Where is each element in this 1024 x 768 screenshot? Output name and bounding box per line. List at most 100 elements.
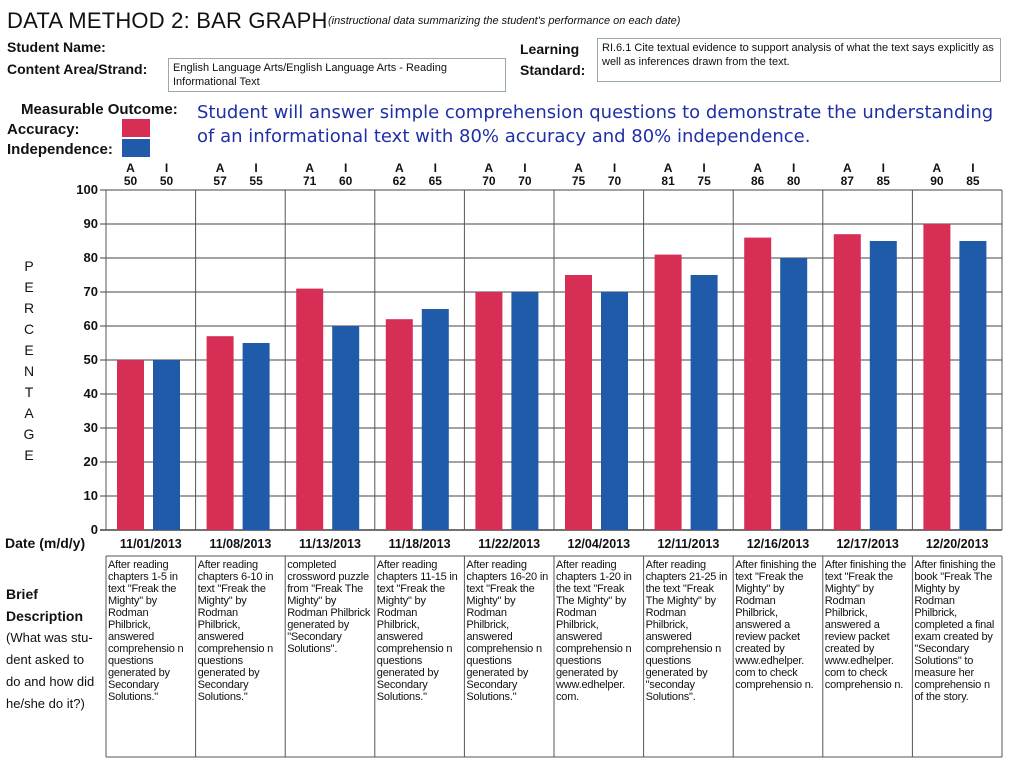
independence-bar (780, 258, 808, 530)
column-header-letter: A (753, 161, 763, 175)
column-header-letter: A (305, 161, 315, 175)
y-axis-label-letter: R (23, 300, 35, 316)
column-header-value: 81 (661, 174, 675, 188)
column-header-letter: I (792, 161, 796, 175)
accuracy-bar (385, 319, 413, 530)
outcome-label: Measurable Outcome: (21, 101, 178, 118)
y-tick-label: 10 (83, 488, 98, 503)
column-header-letter: I (164, 161, 169, 175)
column-header: I 70 (507, 162, 542, 188)
column-header: I 50 (149, 162, 184, 188)
brief-description-line: Description (6, 608, 84, 624)
accuracy-bar (744, 237, 772, 530)
independence-bar (601, 292, 628, 530)
column-header: A 87 (830, 162, 865, 188)
date-label: 12/16/2013 (746, 537, 810, 551)
y-axis-label-letter: A (24, 405, 34, 421)
accuracy-label: Accuracy: (7, 121, 80, 138)
column-header: A 90 (919, 162, 954, 188)
y-tick-label: 0 (90, 522, 98, 537)
column-header-value: 85 (966, 174, 980, 188)
column-header-letter: A (484, 161, 494, 175)
accuracy-bar (565, 275, 592, 530)
accuracy-bar (117, 360, 144, 530)
y-axis-label-letter: E (24, 342, 34, 358)
y-axis-label-letter: P (24, 258, 34, 274)
accuracy-bar (654, 254, 682, 530)
column-header-value: 70 (607, 174, 622, 188)
column-header-letter: I (433, 161, 437, 175)
y-tick-label: 70 (83, 284, 98, 299)
column-header-value: 70 (482, 174, 496, 188)
date-label: 11/01/2013 (119, 537, 182, 551)
y-axis-label-letter: C (23, 321, 35, 337)
y-tick-label: 60 (83, 318, 98, 333)
column-header-value: 80 (787, 174, 801, 188)
y-tick-label: 20 (83, 454, 98, 469)
content-area-label: Content Area/Strand: (7, 61, 148, 77)
column-header-value: 55 (249, 174, 263, 188)
accuracy-bar (833, 234, 861, 530)
column-header: I 65 (418, 162, 453, 188)
y-tick-label: 90 (83, 216, 98, 231)
y-axis-label-letter: G (23, 426, 35, 442)
accuracy-bar (296, 288, 324, 530)
column-header-letter: A (394, 161, 404, 175)
date-label: 12/04/2013 (567, 537, 631, 551)
date-label: 12/17/2013 (836, 537, 899, 551)
independence-bar (690, 275, 718, 530)
date-axis-label: Date (m/d/y) (5, 535, 86, 551)
column-header: I 60 (328, 162, 363, 188)
date-label: 12/20/2013 (925, 537, 989, 551)
column-header-value: 86 (751, 174, 765, 188)
student-name-label: Student Name: (7, 39, 106, 55)
y-axis-label-letter: T (24, 384, 34, 400)
independence-bar (153, 360, 180, 530)
accuracy-legend-swatch (122, 119, 150, 137)
column-header-letter: I (612, 161, 617, 175)
independence-bar (869, 241, 897, 530)
column-header-letter: I (523, 161, 527, 175)
column-header-value: 50 (159, 174, 174, 188)
date-label: 11/08/2013 (209, 537, 272, 551)
column-header: A 50 (113, 162, 148, 188)
date-label: 11/18/2013 (388, 537, 451, 551)
accuracy-bar (923, 224, 951, 530)
y-axis-label-letter: E (24, 279, 34, 295)
brief-description-line: dent asked to (6, 652, 85, 667)
column-header-value: 75 (571, 174, 586, 188)
column-header-value: 62 (392, 174, 406, 188)
date-label: 12/11/2013 (657, 537, 720, 551)
y-axis-label-letter: E (24, 447, 34, 463)
column-header-value: 60 (339, 174, 353, 188)
description-cell: completed crossword puzzle from "Freak T… (287, 559, 371, 655)
column-header-value: 70 (518, 174, 532, 188)
description-cell: After finishing the book "Freak The Migh… (914, 559, 996, 703)
column-header-value: 87 (840, 174, 854, 188)
y-tick-label: 80 (83, 250, 98, 265)
column-header-letter: A (215, 161, 225, 175)
column-header-value: 85 (876, 174, 890, 188)
outcome-text: Student will answer simple comprehension… (197, 102, 994, 147)
brief-description-line: he/she do it?) (6, 696, 85, 711)
column-header: A 75 (561, 162, 596, 188)
column-header-value: 50 (123, 174, 138, 188)
column-header: I 75 (687, 162, 722, 188)
column-header-letter: A (842, 161, 852, 175)
brief-description-line: Brief (6, 586, 38, 602)
description-cell: After reading chapters 11-15 in text "Fr… (376, 559, 458, 703)
independence-bar (242, 343, 270, 530)
column-header: I 80 (776, 162, 811, 188)
y-tick-label: 40 (83, 386, 98, 401)
brief-description-line: (What was stu- (6, 630, 93, 645)
column-header: I 85 (866, 162, 901, 188)
description-cell: After finishing the text "Freak the Migh… (824, 559, 906, 691)
standard-label: Standard: (520, 62, 586, 78)
column-header: A 62 (382, 162, 417, 188)
column-header-letter: A (126, 161, 135, 175)
independence-label: Independence: (7, 141, 113, 158)
standard-field: RI.6.1 Cite textual evidence to support … (597, 38, 1001, 82)
column-header-value: 65 (428, 174, 442, 188)
